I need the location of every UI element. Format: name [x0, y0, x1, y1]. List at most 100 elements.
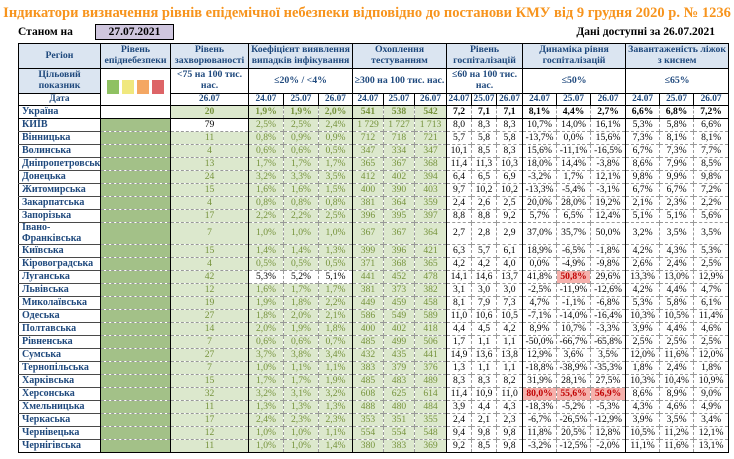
cell-test-1: 1 727 — [383, 118, 415, 132]
as-of-date-box: 27.07.2021 — [95, 24, 174, 40]
cell-test-0: 396 — [352, 209, 384, 223]
cell-incidence: 20 — [170, 105, 249, 119]
target-beds: ≤65% — [625, 68, 730, 94]
cell-test-0: 554 — [352, 426, 384, 440]
cell-test-1: 483 — [383, 374, 415, 388]
cell-hosp-1: 10,2 — [471, 183, 497, 197]
cell-hosp-0: 9,7 — [446, 183, 472, 197]
cell-dyn-2: -5,3% — [590, 400, 626, 414]
cell-test-2: 421 — [413, 244, 447, 258]
cell-dyn-1: 14,4% — [556, 157, 591, 171]
region-name: Донецька — [18, 170, 101, 184]
cell-beds-2: 3,5% — [693, 222, 729, 245]
cell-incidence: 7 — [170, 335, 249, 349]
cell-test-0: 347 — [352, 144, 384, 158]
cell-test-1: 499 — [383, 335, 415, 349]
cell-dyn-1: 3,6% — [556, 348, 591, 362]
table-row: Чернівецька 12 1,0% 1,0% 1,1% 554 554 548 9,4 9,8… — [18, 426, 729, 440]
date-beds-0: 24.07 — [625, 93, 661, 106]
cell-test-2: 369 — [413, 439, 447, 453]
cell-coef-2: 1,5% — [318, 183, 353, 197]
cell-dyn-0: 41,8% — [522, 270, 557, 284]
cell-coef-1: 0,5% — [283, 257, 319, 271]
cell-beds-1: 4,3% — [659, 244, 694, 258]
cell-test-0: 586 — [352, 309, 384, 323]
cell-hosp-0: 5,7 — [446, 131, 472, 145]
cell-dyn-2: -12,6% — [590, 283, 626, 297]
table-row: Хмельницька 11 1,3% 1,3% 1,3% 488 480 484 3,9 4,4… — [18, 400, 729, 414]
cell-beds-1: 10,4% — [659, 374, 694, 388]
cell-test-1: 538 — [383, 105, 415, 119]
table-row: Донецька 24 3,2% 3,3% 3,5% 412 402 394 6,4 6,5 6,9… — [18, 170, 729, 184]
cell-beds-2: 12,1% — [693, 426, 729, 440]
table-row: Сумська 27 3,7% 3,8% 3,4% 432 435 441 14,9 13,6 13… — [18, 348, 729, 362]
cell-test-2: 614 — [413, 387, 447, 401]
cell-hosp-1: 8,3 — [471, 374, 497, 388]
cell-hosp-1: 11,3 — [471, 157, 497, 171]
cell-incidence: 4 — [170, 196, 249, 210]
cell-beds-1: 5,8% — [659, 118, 694, 132]
cell-incidence: 4 — [170, 257, 249, 271]
cell-coef-2: 1,0% — [318, 222, 353, 245]
cell-beds-1: 7,9% — [659, 157, 694, 171]
cell-coef-1: 1,6% — [283, 183, 319, 197]
cell-dyn-2: 3,5% — [590, 348, 626, 362]
cell-dyn-2: -1,8% — [590, 244, 626, 258]
cell-hosp-2: 8,2 — [496, 374, 523, 388]
cell-dyn-1: 0,0% — [556, 131, 591, 145]
table-row: Чернігівська 11 1,0% 1,0% 1,4% 380 383 369 9,2 8,… — [18, 439, 729, 453]
cell-test-0: 383 — [352, 361, 384, 375]
column-header-testing: Охоплення тестуванням — [351, 43, 448, 69]
cell-beds-0: 6,7% — [625, 144, 660, 158]
cell-test-1: 395 — [383, 209, 415, 223]
column-header-region: Регіон — [18, 43, 101, 69]
cell-dyn-0: -13,7% — [522, 131, 557, 145]
cell-coef-1: 1,7% — [283, 374, 319, 388]
cell-coef-1: 0,9% — [283, 131, 319, 145]
cell-hosp-2: 2,3 — [496, 413, 523, 427]
cell-test-0: 1 729 — [352, 118, 384, 132]
cell-beds-1: 3,5% — [659, 413, 694, 427]
cell-hosp-1: 9,8 — [471, 426, 497, 440]
cell-test-2: 394 — [413, 170, 447, 184]
cell-beds-0: 10,5% — [625, 426, 660, 440]
cell-coef-0: 5,3% — [248, 270, 284, 284]
cell-hosp-1: 8,5 — [471, 144, 497, 158]
cell-coef-2: 1,9% — [318, 374, 353, 388]
cell-hosp-1: 4,2 — [471, 257, 497, 271]
table-row: Закарпатська 4 0,8% 0,8% 0,8% 381 364 359 2,4 2,6… — [18, 196, 729, 210]
cell-beds-1: 2,3% — [659, 196, 694, 210]
cell-dyn-1: 55,6% — [556, 387, 591, 401]
cell-dyn-0: 12,9% — [522, 348, 557, 362]
epidemic-danger-cell — [100, 439, 171, 453]
epidemic-danger-cell — [100, 400, 171, 414]
epidemic-danger-cell — [100, 144, 171, 158]
cell-incidence: 27 — [170, 348, 249, 362]
cell-test-0: 712 — [352, 131, 384, 145]
cell-hosp-1: 5,8 — [471, 131, 497, 145]
cell-test-0: 371 — [352, 257, 384, 271]
cell-dyn-0: 10,7% — [522, 118, 557, 132]
cell-beds-2: 3,4% — [693, 413, 729, 427]
cell-test-2: 489 — [413, 374, 447, 388]
cell-test-1: 625 — [383, 387, 415, 401]
cell-hosp-0: 6,3 — [446, 244, 472, 258]
cell-coef-0: 1,0% — [248, 439, 284, 453]
date-row-label: Дата — [18, 93, 101, 106]
cell-hosp-1: 7,1 — [471, 105, 497, 119]
cell-beds-0: 5,1% — [625, 209, 660, 223]
epidemic-danger-cell — [100, 283, 171, 297]
cell-test-0: 485 — [352, 374, 384, 388]
cell-beds-1: 10,5% — [659, 309, 694, 323]
cell-hosp-0: 4,4 — [446, 322, 472, 336]
region-name: Кіровоградська — [18, 257, 101, 271]
cell-test-1: 549 — [383, 309, 415, 323]
cell-test-0: 485 — [352, 335, 384, 349]
cell-coef-2: 0,7% — [318, 335, 353, 349]
cell-coef-0: 1,0% — [248, 426, 284, 440]
region-name: Хмельницька — [18, 400, 101, 414]
legend-orange-square — [137, 80, 149, 94]
cell-coef-2: 1,4% — [318, 439, 353, 453]
cell-hosp-1: 6,5 — [471, 170, 497, 184]
